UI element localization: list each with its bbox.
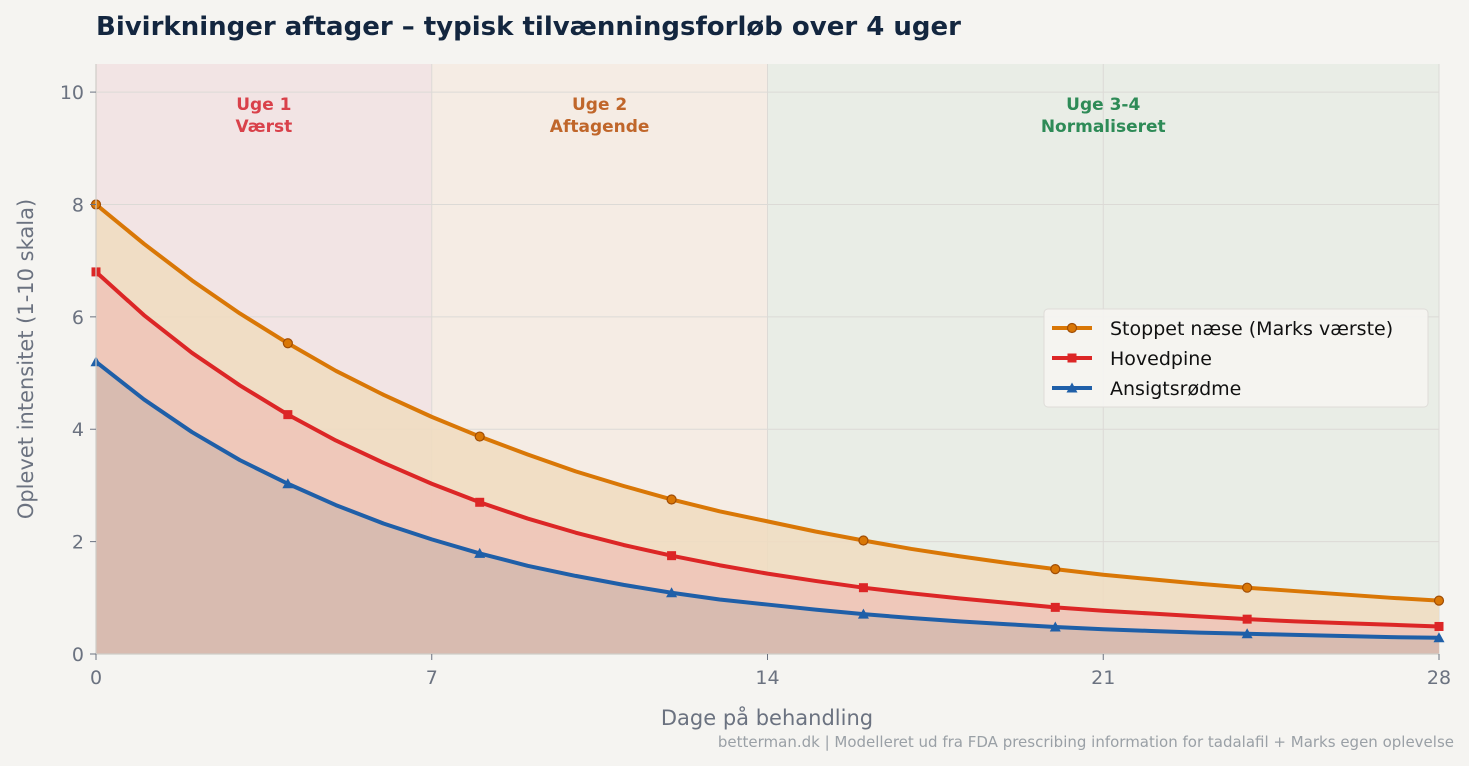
y-tick-label-3: 6 xyxy=(72,307,84,329)
x-tick-label-4: 28 xyxy=(1427,667,1451,689)
series-2-point-5 xyxy=(1049,621,1061,632)
chart-title: Bivirkninger aftager – typisk tilvænning… xyxy=(96,12,961,42)
band-subtitle-2: Normaliseret xyxy=(1041,117,1166,137)
band-title-2: Uge 3-4 xyxy=(1066,95,1140,115)
series-2-point-4 xyxy=(857,608,869,619)
x-tick-label-2: 14 xyxy=(755,667,779,689)
series-2-point-2 xyxy=(474,547,486,558)
series-1-point-7 xyxy=(1434,621,1444,631)
series-2-point-7 xyxy=(1433,632,1445,643)
series-areas xyxy=(96,204,1439,654)
legend-marker-2 xyxy=(1066,382,1078,393)
band-title-1: Uge 2 xyxy=(572,95,627,115)
x-tick-label-3: 21 xyxy=(1091,667,1115,689)
legend-marker-0 xyxy=(1066,322,1078,334)
series-1-point-5 xyxy=(1050,602,1060,612)
legend-label-0: Stoppet næse (Marks værste) xyxy=(1110,318,1393,340)
series-lines xyxy=(94,202,1441,640)
series-2-point-3 xyxy=(666,587,678,598)
y-tick-label-2: 4 xyxy=(72,419,84,441)
legend: Stoppet næse (Marks værste) Hovedpine Ansi… xyxy=(1043,308,1429,408)
series-1-point-2 xyxy=(475,497,485,507)
chart-footer: betterman.dk | Modelleret ud fra FDA pre… xyxy=(718,733,1454,751)
series-0-point-2 xyxy=(474,431,485,442)
series-0-point-3 xyxy=(666,494,677,505)
band-title-0: Uge 1 xyxy=(236,95,291,115)
x-tick-label-0: 0 xyxy=(90,667,102,689)
x-tick-label-1: 7 xyxy=(426,667,438,689)
series-area-2 xyxy=(96,361,1439,654)
band-subtitle-1: Aftagende xyxy=(550,117,650,137)
series-0-point-5 xyxy=(1050,564,1061,575)
legend-box xyxy=(1043,308,1429,408)
series-markers xyxy=(90,199,1445,643)
y-tick-labels: 0 2 4 6 8 10 xyxy=(60,82,96,666)
series-2-point-1 xyxy=(282,478,294,489)
band-subtitle-0: Værst xyxy=(236,117,293,137)
x-axis-label: Dage på behandling xyxy=(661,705,873,730)
y-tick-label-1: 2 xyxy=(72,532,84,554)
series-0-point-6 xyxy=(1242,582,1253,593)
series-line-1 xyxy=(94,269,1441,629)
series-line-2 xyxy=(94,359,1441,640)
y-tick-label-4: 8 xyxy=(72,194,84,216)
legend-label-2: Ansigtsrødme xyxy=(1110,378,1241,400)
series-2-point-6 xyxy=(1241,628,1253,639)
y-axis-label: Oplevet intensitet (1-10 skala) xyxy=(14,199,38,519)
y-tick-label-0: 0 xyxy=(72,644,84,666)
x-tick-labels: 0 7 14 21 28 xyxy=(90,654,1451,689)
y-tick-label-5: 10 xyxy=(60,82,84,104)
series-0-point-4 xyxy=(858,535,869,546)
series-1-point-1 xyxy=(283,410,293,420)
series-0-point-7 xyxy=(1433,595,1445,606)
series-0-point-1 xyxy=(282,338,293,349)
series-line-0 xyxy=(94,202,1441,603)
series-1-point-6 xyxy=(1242,614,1252,624)
series-1-point-4 xyxy=(858,583,868,593)
legend-label-1: Hovedpine xyxy=(1110,348,1212,370)
legend-marker-1 xyxy=(1067,353,1077,363)
series-1-point-3 xyxy=(667,551,677,561)
